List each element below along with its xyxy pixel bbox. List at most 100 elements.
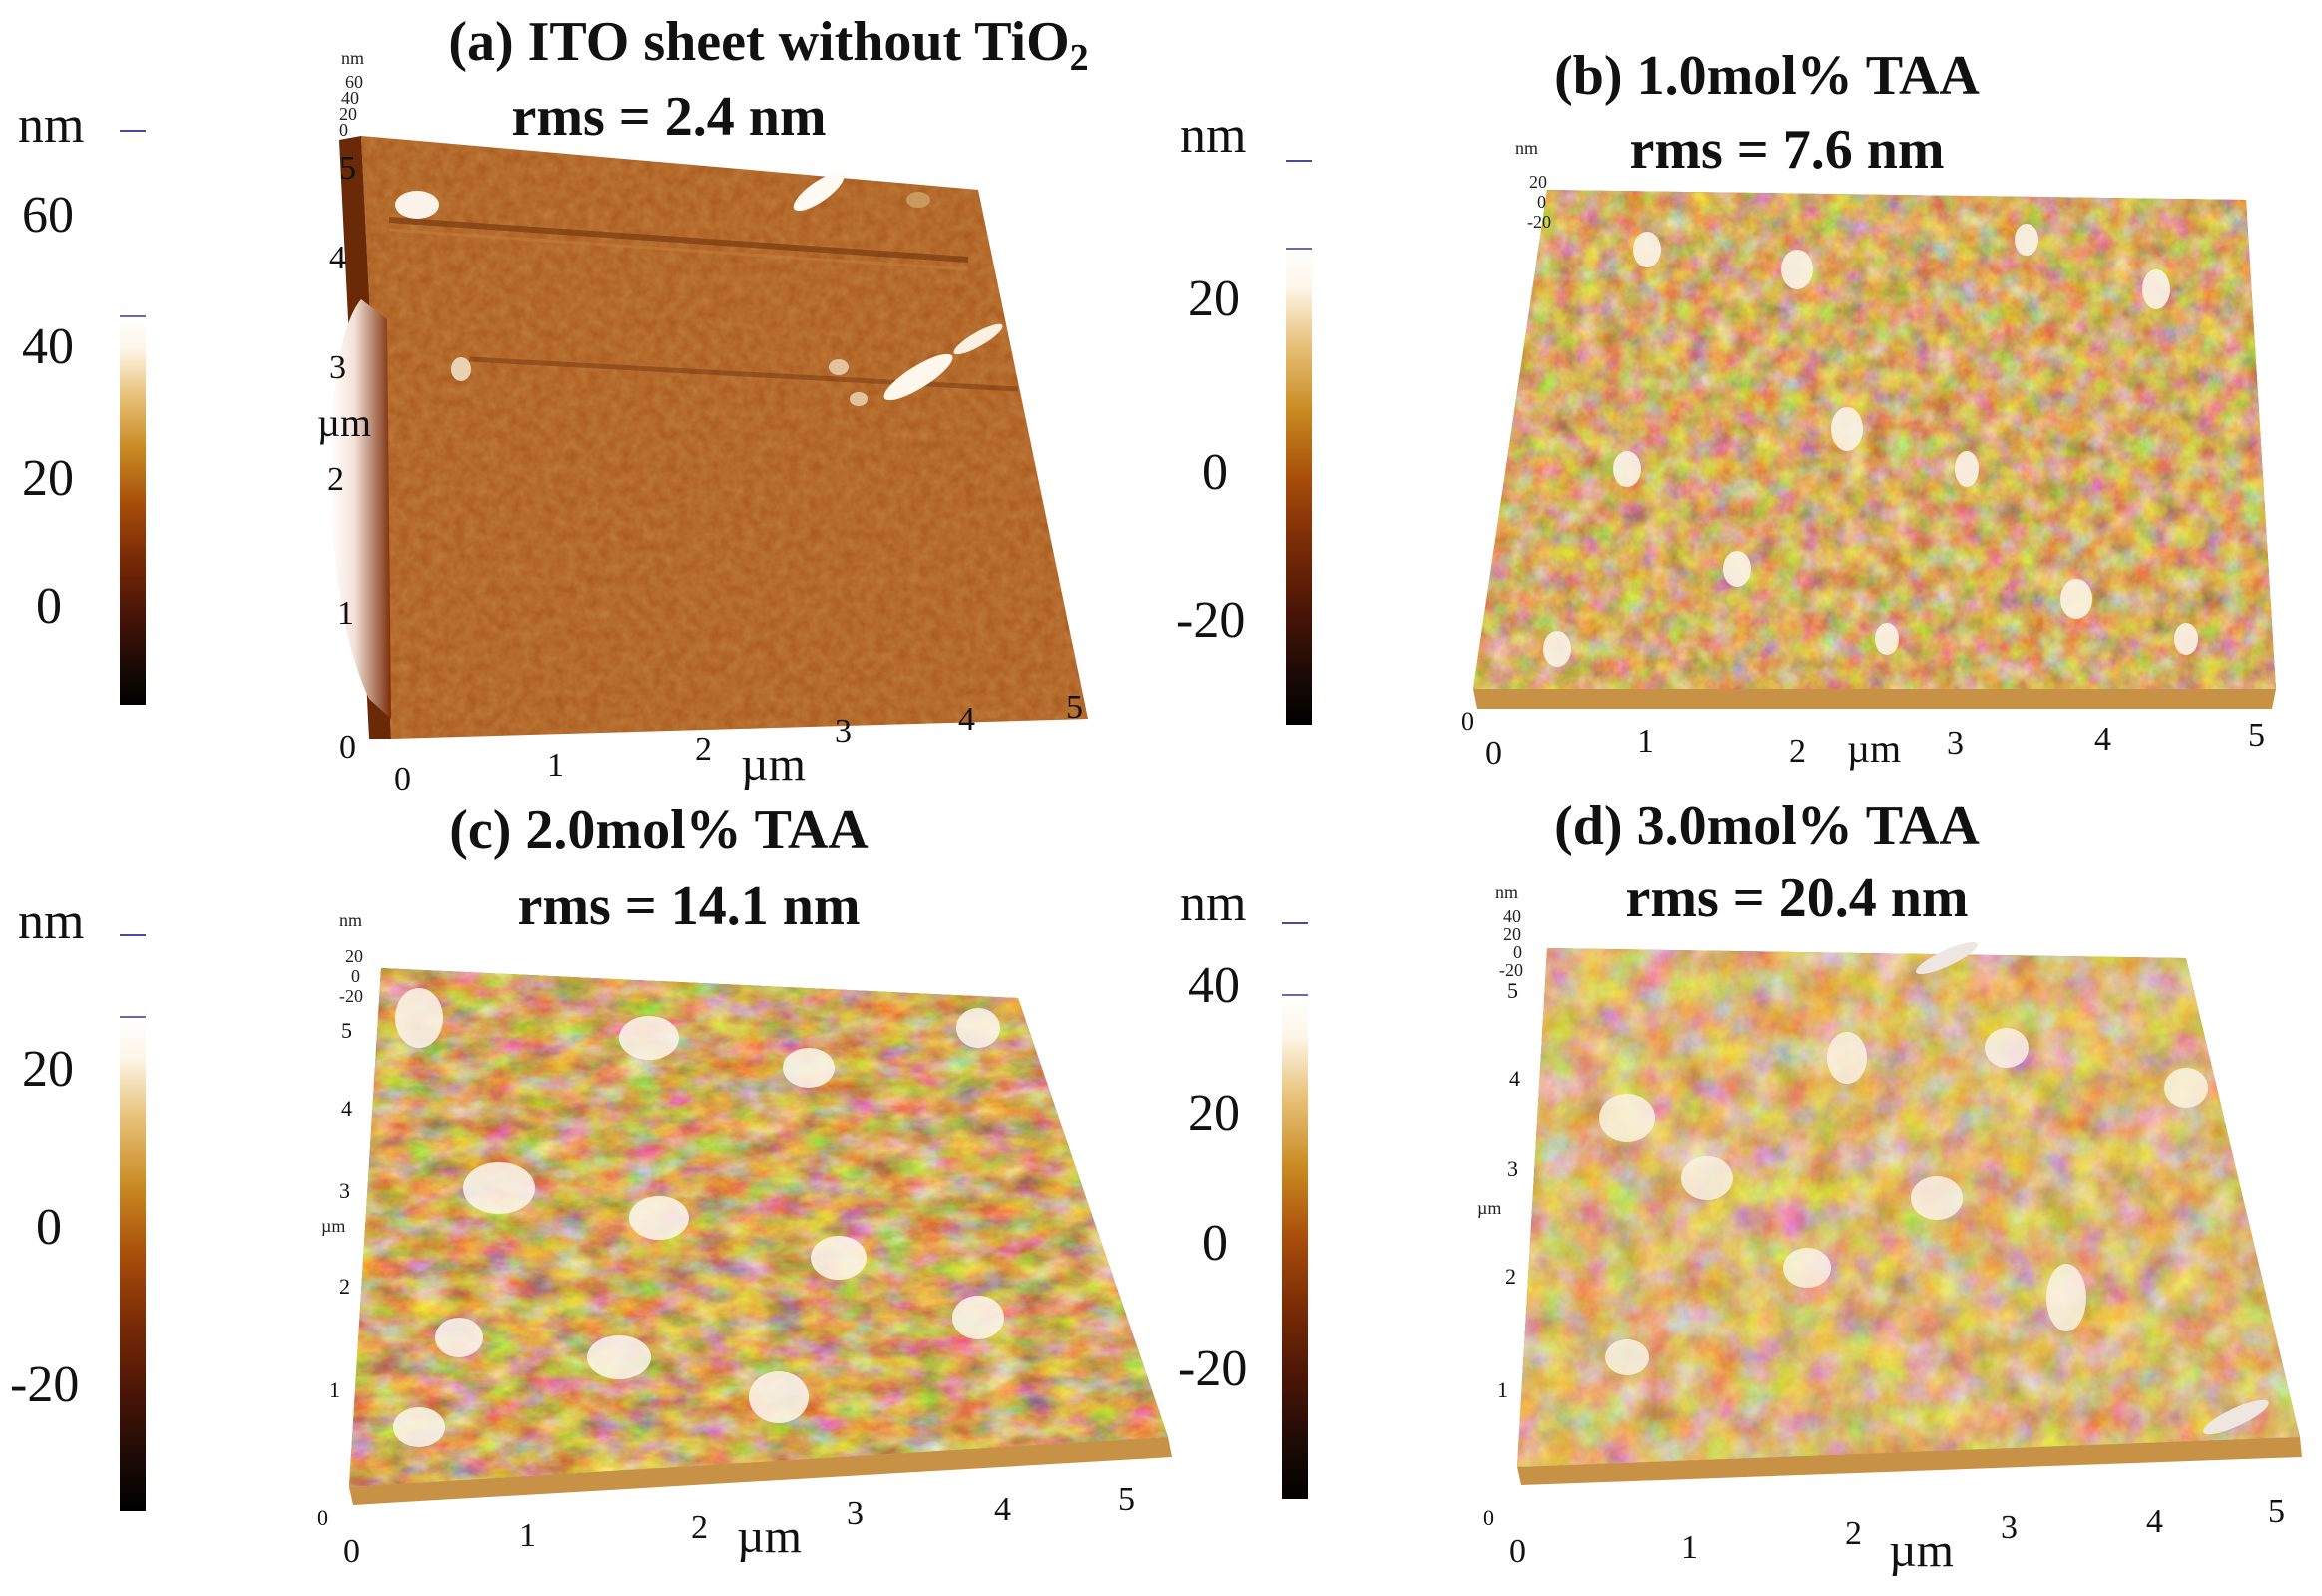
panel-b-colorbar-top xyxy=(1286,160,1312,250)
panel-d-y-tick: 2 xyxy=(1505,1264,1516,1289)
panel-c-base xyxy=(349,1437,1172,1505)
panel-c-colorbar-label: 0 xyxy=(36,1199,62,1256)
panel-a-y-unit: µm xyxy=(317,400,372,445)
panel-c-colorbar-top xyxy=(120,934,146,1018)
panel-d-colorbar-label: 40 xyxy=(1188,957,1240,1014)
panel-c-z-tick: 0 xyxy=(351,966,360,986)
panel-b-z-tick: -20 xyxy=(1527,212,1551,232)
panel-a-y-tick: 0 xyxy=(339,729,356,766)
panel-d-x-tick: 3 xyxy=(2001,1509,2018,1546)
panel-a-x-unit: µm xyxy=(741,738,806,791)
panel-d-z-tick: 40 xyxy=(1503,906,1521,926)
panel-a-colorbar-label: 40 xyxy=(22,318,74,375)
panel-c-y-tick: 2 xyxy=(339,1274,350,1299)
panel-a-title-subscript: 2 xyxy=(1069,37,1089,79)
panel-c-x-tick: 0 xyxy=(343,1533,360,1570)
panel-a-colorbar-top xyxy=(120,130,146,317)
panel-c-rms: rms = 14.1 nm xyxy=(517,875,861,937)
panel-d-y-tick: 4 xyxy=(1509,1066,1520,1091)
panel-c-x-tick: 1 xyxy=(519,1517,536,1554)
panel-a-colorbar xyxy=(120,317,146,705)
panel-a-particle xyxy=(793,172,845,212)
panel-d-particle xyxy=(1916,941,1978,975)
panel-a-surface-texture xyxy=(361,136,1088,739)
panel-c-x-tick: 5 xyxy=(1118,1481,1135,1518)
panel-a-particle xyxy=(829,359,849,375)
panel-c-y-tick: 0 xyxy=(317,1505,328,1530)
panel-a-particle xyxy=(395,191,439,219)
panel-a-x-tick: 1 xyxy=(547,747,564,784)
panel-b-z-tick: 20 xyxy=(1529,172,1547,192)
panel-b-base xyxy=(1473,689,2276,709)
panel-a-particle xyxy=(906,192,930,208)
panel-a-streak xyxy=(388,228,969,271)
panel-d-colorbar-top xyxy=(1282,922,1308,996)
panel-a-x-tick: 4 xyxy=(958,701,975,738)
panel-d-base xyxy=(1517,1437,2302,1485)
panel-a-z-unit: nm xyxy=(341,48,365,68)
panel-a-rms: rms = 2.4 nm xyxy=(511,86,827,148)
panel-b-x-tick: 5 xyxy=(2248,717,2265,754)
panel-a-colorbar-label: 20 xyxy=(22,450,74,507)
panel-c-y-tick: 1 xyxy=(329,1377,340,1402)
panel-b-x-tick: 3 xyxy=(1947,725,1964,762)
panel-a-colorbar-tick xyxy=(120,315,146,317)
panel-a-y-tick: 2 xyxy=(327,461,344,498)
panel-c-z-tick: 20 xyxy=(345,946,363,966)
panel-b-rms: rms = 7.6 nm xyxy=(1629,119,1945,181)
panel-c-afm-surface xyxy=(349,968,1172,1505)
panel-d-colorbar-unit: nm xyxy=(1180,875,1247,932)
panel-a-colorbar-label: 60 xyxy=(22,187,74,244)
panel-d-z-unit: nm xyxy=(1495,882,1519,902)
panel-a-afm-surface xyxy=(329,136,1088,739)
panel-c-y-tick: 3 xyxy=(339,1178,350,1203)
panel-a-title-text: (a) ITO sheet without TiO xyxy=(448,11,1070,73)
panel-d-y-tick: 0 xyxy=(1483,1505,1494,1530)
panel-c-x-tick: 2 xyxy=(691,1509,708,1546)
panel-a-particle xyxy=(850,392,868,406)
panel-b-x-tick: 4 xyxy=(2094,721,2111,758)
panel-d-colorbar-label: 0 xyxy=(1202,1215,1228,1272)
panel-a-colorbar-unit: nm xyxy=(18,97,85,154)
panel-c-x-unit: µm xyxy=(737,1510,802,1563)
panel-c-colorbar xyxy=(120,1018,146,1511)
panel-a-z-tick: 60 xyxy=(345,72,363,92)
panel-b-title: (b) 1.0mol% TAA xyxy=(1554,45,1980,107)
panel-d-y-unit: µm xyxy=(1477,1198,1502,1218)
panel-b-x-unit: µm xyxy=(1847,726,1902,771)
panel-b-y-tick: 0 xyxy=(1461,707,1474,736)
panel-d-colorbar-tick xyxy=(1282,994,1308,996)
panel-d-colorbar xyxy=(1282,996,1308,1499)
panel-a-z-tick: 0 xyxy=(339,120,348,140)
panel-d-x-unit: µm xyxy=(1889,1524,1954,1577)
panel-c-y-tick: 4 xyxy=(341,1096,352,1121)
panel-b-x-tick: 2 xyxy=(1789,733,1806,770)
panel-d-x-tick: 1 xyxy=(1681,1529,1698,1566)
panel-c-highlights xyxy=(393,988,1004,1447)
panel-a-x-tick: 5 xyxy=(1066,689,1083,726)
panel-b-colorbar xyxy=(1286,250,1312,725)
panel-c-z-tick: -20 xyxy=(339,986,363,1006)
panel-d-rms: rms = 20.4 nm xyxy=(1625,867,1969,929)
panel-a-z-tick: 20 xyxy=(339,104,357,124)
panel-c-x-tick: 4 xyxy=(994,1491,1011,1528)
panel-c-y-unit: µm xyxy=(321,1216,346,1236)
panel-d-y-tick: 5 xyxy=(1507,978,1518,1003)
panel-b-colorbar-label: 20 xyxy=(1188,270,1240,327)
panel-a-x-tick: 2 xyxy=(695,731,712,768)
panel-d-x-tick: 4 xyxy=(2146,1503,2163,1540)
panel-d-z-tick: 0 xyxy=(1513,942,1522,962)
panel-d-colorbar-label: 20 xyxy=(1188,1085,1240,1142)
panel-d-x-tick: 0 xyxy=(1509,1533,1526,1570)
panel-b-afm-surface xyxy=(1473,190,2276,709)
panel-b-colorbar-unit: nm xyxy=(1180,107,1247,164)
panel-b-x-tick: 0 xyxy=(1485,735,1502,772)
panel-a-y-tick: 4 xyxy=(329,240,346,276)
panel-a-y-tick: 1 xyxy=(337,595,354,632)
panel-a-edge-ridge xyxy=(329,299,391,719)
panel-d-particle xyxy=(2203,1399,2269,1435)
panel-b-colorbar-label: -20 xyxy=(1176,592,1246,649)
panel-d-y-tick: 3 xyxy=(1507,1156,1518,1181)
panel-a-title: (a) ITO sheet without TiO2 xyxy=(409,10,1128,90)
panel-d-y-tick: 1 xyxy=(1497,1377,1508,1402)
